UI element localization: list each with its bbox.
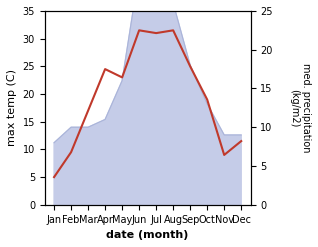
Y-axis label: max temp (C): max temp (C) xyxy=(7,69,17,146)
X-axis label: date (month): date (month) xyxy=(107,230,189,240)
Y-axis label: med. precipitation
(kg/m2): med. precipitation (kg/m2) xyxy=(289,63,311,153)
